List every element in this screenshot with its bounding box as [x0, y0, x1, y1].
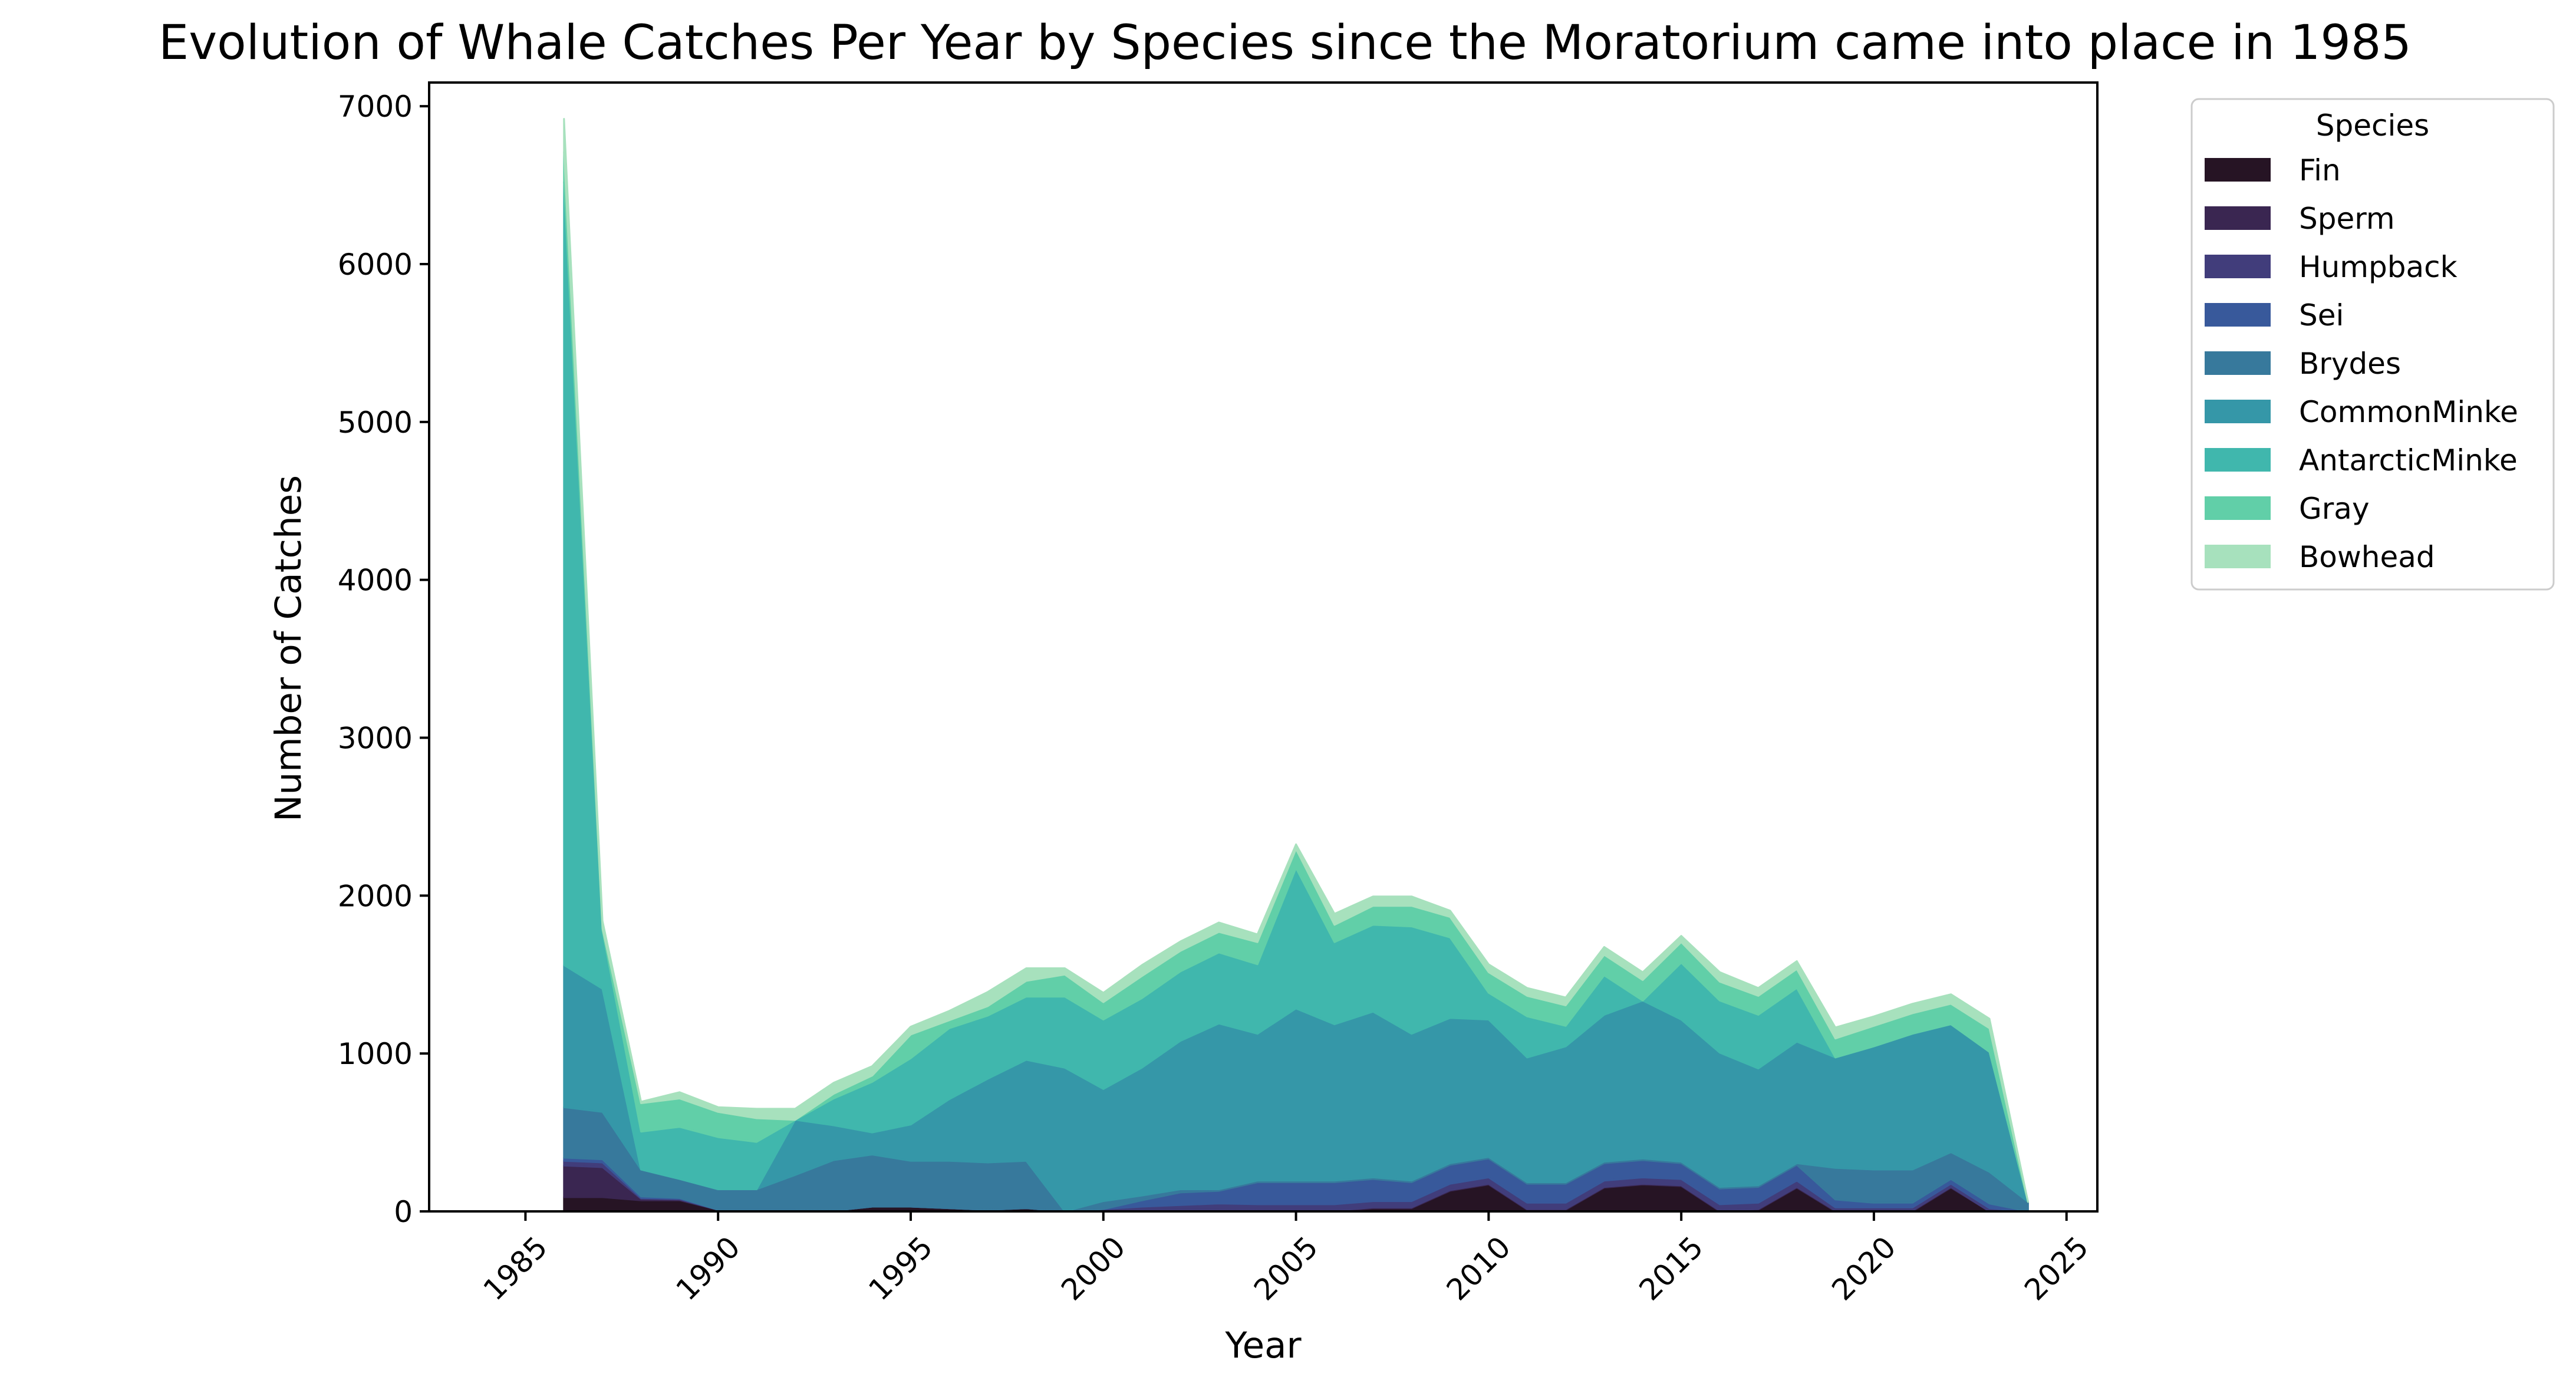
- legend-item-antarcticminke: AntarcticMinke: [2205, 443, 2518, 477]
- legend-label-fin: Fin: [2299, 153, 2341, 187]
- y-tick-label-2000: 2000: [338, 879, 413, 913]
- legend-swatch-bowhead: [2205, 545, 2271, 568]
- legend-item-gray: Gray: [2205, 492, 2370, 526]
- legend-item-sei: Sei: [2205, 298, 2344, 332]
- legend-swatch-antarcticminke: [2205, 448, 2271, 472]
- legend-item-fin: Fin: [2205, 153, 2341, 187]
- legend-label-humpback: Humpback: [2299, 250, 2458, 284]
- area-series-layer: [563, 118, 2029, 1213]
- plot-frame: [428, 81, 2099, 1213]
- y-tick-label-7000: 7000: [338, 90, 413, 124]
- y-tick-label-0: 0: [394, 1195, 413, 1229]
- legend-swatch-brydes: [2205, 351, 2271, 375]
- legend-items: Fin Sperm Humpback Sei Brydes CommonMinke Anta…: [2205, 153, 2518, 574]
- legend-item-humpback: Humpback: [2205, 250, 2458, 284]
- y-tick-label-4000: 4000: [338, 564, 413, 598]
- y-axis-label: Number of Catches: [268, 475, 309, 822]
- y-axis: 0 1000 2000 3000 4000 5000 6000 7000: [338, 90, 429, 1229]
- legend-label-sperm: Sperm: [2299, 202, 2395, 236]
- y-tick-label-6000: 6000: [338, 248, 413, 282]
- legend-swatch-humpback: [2205, 255, 2271, 278]
- legend-swatch-fin: [2205, 158, 2271, 182]
- legend-swatch-commonminke: [2205, 400, 2271, 423]
- x-tick-label-2020: 2020: [1825, 1230, 1902, 1307]
- y-tick-label-1000: 1000: [338, 1037, 413, 1071]
- legend-label-brydes: Brydes: [2299, 347, 2401, 381]
- legend-label-sei: Sei: [2299, 298, 2344, 332]
- legend: Species Fin Sperm Humpback Sei Brydes CommonM…: [2190, 98, 2555, 591]
- x-tick-label-1990: 1990: [670, 1230, 747, 1307]
- legend-swatch-sei: [2205, 303, 2271, 327]
- x-tick-label-2025: 2025: [2018, 1230, 2095, 1307]
- legend-item-sperm: Sperm: [2205, 202, 2395, 236]
- legend-item-commonminke: CommonMinke: [2205, 395, 2518, 429]
- y-tick-label-5000: 5000: [338, 406, 413, 440]
- x-axis: 1985 1990 1995 2000 2005 2010 2015 2020 2025: [477, 1211, 2095, 1307]
- legend-label-gray: Gray: [2299, 492, 2370, 526]
- x-tick-label-2010: 2010: [1440, 1230, 1517, 1307]
- legend-frame: [2190, 98, 2555, 591]
- legend-label-antarcticminke: AntarcticMinke: [2299, 443, 2518, 477]
- legend-item-bowhead: Bowhead: [2205, 540, 2435, 574]
- chart-title: Evolution of Whale Catches Per Year by S…: [159, 15, 2412, 71]
- legend-swatch-sperm: [2205, 206, 2271, 230]
- legend-label-bowhead: Bowhead: [2299, 540, 2435, 574]
- y-tick-label-3000: 3000: [338, 722, 413, 756]
- x-tick-label-1995: 1995: [862, 1230, 939, 1307]
- x-tick-label-2005: 2005: [1247, 1230, 1325, 1307]
- x-tick-label-2000: 2000: [1055, 1230, 1132, 1307]
- legend-label-commonminke: CommonMinke: [2299, 395, 2518, 429]
- x-tick-label-1985: 1985: [477, 1230, 554, 1307]
- x-tick-label-2015: 2015: [1633, 1230, 1710, 1307]
- area-series-bowhead: [563, 118, 2029, 1203]
- x-axis-label: Year: [1224, 1325, 1302, 1366]
- legend-swatch-gray: [2205, 496, 2271, 520]
- legend-item-brydes: Brydes: [2205, 347, 2401, 381]
- legend-title: Species: [2316, 108, 2429, 143]
